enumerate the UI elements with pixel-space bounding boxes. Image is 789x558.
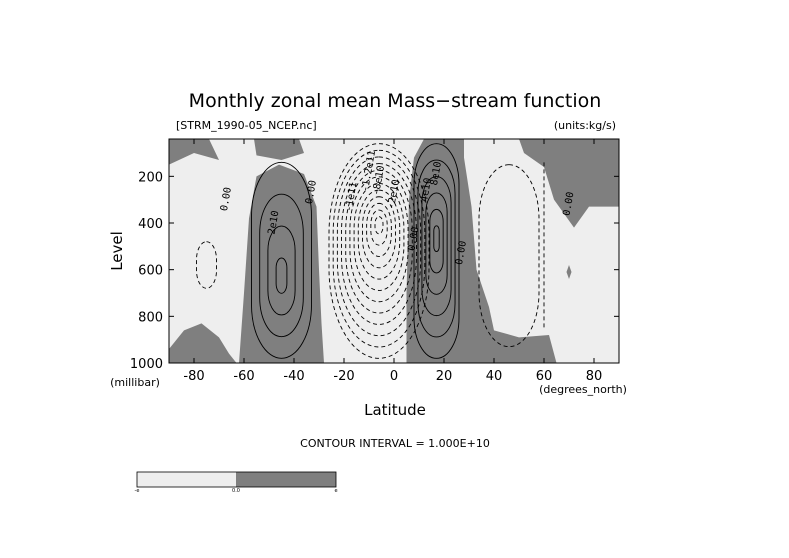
colorbar-label-zero: 0.0 bbox=[232, 488, 240, 494]
positive-contour bbox=[417, 159, 456, 338]
contour-label: 2e10 bbox=[267, 210, 282, 236]
contour-label: 4e10 bbox=[419, 177, 434, 203]
negative-contour bbox=[478, 164, 540, 348]
negative-contour bbox=[366, 202, 392, 257]
negative-contour bbox=[332, 149, 426, 348]
negative-contour bbox=[357, 189, 401, 280]
chart-title: Monthly zonal mean Mass−stream function bbox=[189, 90, 602, 112]
negative-contour bbox=[196, 241, 217, 289]
negative-contour bbox=[328, 143, 430, 359]
units-label: (units:kg/s) bbox=[554, 119, 616, 132]
negative-contour bbox=[353, 183, 405, 291]
y-axis-units: (millibar) bbox=[110, 376, 160, 389]
negative-contour bbox=[374, 216, 384, 235]
file-label: [STRM_1990-05_NCEP.nc] bbox=[176, 119, 317, 132]
positive-region bbox=[169, 139, 219, 165]
x-tick-label: -40 bbox=[283, 369, 304, 384]
negative-contour bbox=[341, 163, 417, 325]
x-tick-label: -80 bbox=[183, 369, 204, 384]
positive-region bbox=[519, 139, 619, 228]
contour-label: -1e11 bbox=[344, 181, 360, 213]
colorbar-label-high: e bbox=[334, 488, 337, 494]
x-tick-label: 40 bbox=[486, 369, 503, 384]
negative-contour bbox=[336, 156, 422, 337]
colorbar-frame bbox=[136, 471, 337, 488]
x-tick-label: 0 bbox=[390, 369, 398, 384]
positive-region bbox=[254, 139, 304, 160]
positive-region bbox=[566, 265, 572, 279]
x-axis-units: (degrees_north) bbox=[539, 383, 627, 396]
y-tick-label: 200 bbox=[138, 170, 163, 185]
y-tick-label: 600 bbox=[138, 264, 163, 279]
positive-contour bbox=[251, 161, 312, 359]
positive-region bbox=[239, 164, 324, 363]
x-tick-label: -60 bbox=[233, 369, 254, 384]
contour-label: 0.00 bbox=[562, 191, 577, 217]
colorbar: -e 0.0 e bbox=[135, 471, 338, 494]
colorbar-positive bbox=[236, 472, 336, 487]
positive-contour bbox=[259, 193, 304, 338]
negative-contour bbox=[349, 176, 409, 303]
contour-label: -8e10 bbox=[371, 165, 387, 197]
negative-contour bbox=[345, 169, 413, 314]
contour-lines bbox=[196, 143, 545, 359]
positive-regions bbox=[169, 139, 619, 363]
contour-label: 0.00 bbox=[454, 240, 469, 266]
y-tick-label: 1000 bbox=[130, 357, 163, 372]
x-tick-label: -20 bbox=[333, 369, 354, 384]
contour-label: 8e10 bbox=[429, 161, 444, 187]
negative-contour bbox=[370, 209, 388, 246]
x-axis-label: Latitude bbox=[364, 401, 426, 419]
positive-contour bbox=[413, 143, 460, 359]
positive-contour bbox=[421, 176, 452, 317]
positive-contour bbox=[267, 225, 296, 316]
y-axis-label: Level bbox=[108, 231, 126, 271]
y-axis-ticks: 200 400 600 800 1000 bbox=[130, 170, 619, 372]
contour-label: 0.00 bbox=[407, 226, 422, 252]
positive-contour bbox=[433, 225, 440, 253]
x-axis-ticks: -80 -60 -40 -20 0 20 40 60 80 bbox=[183, 139, 602, 384]
contour-label: 0.00 bbox=[304, 179, 319, 205]
negative-contour bbox=[362, 196, 396, 269]
positive-contour bbox=[425, 192, 448, 295]
contour-label: -2e10 bbox=[386, 179, 402, 211]
colorbar-negative bbox=[137, 472, 236, 487]
positive-contour bbox=[429, 208, 444, 274]
colorbar-label-low: -e bbox=[135, 488, 140, 494]
x-tick-label: 80 bbox=[586, 369, 603, 384]
x-tick-label: 20 bbox=[436, 369, 453, 384]
positive-region bbox=[406, 139, 557, 363]
contour-label: 0.00 bbox=[219, 186, 234, 212]
y-tick-label: 800 bbox=[138, 310, 163, 325]
x-tick-label: 60 bbox=[536, 369, 553, 384]
positive-contour bbox=[275, 257, 288, 294]
contour-interval-text: CONTOUR INTERVAL = 1.000E+10 bbox=[300, 437, 490, 450]
y-tick-label: 400 bbox=[138, 217, 163, 232]
positive-region bbox=[169, 323, 237, 363]
